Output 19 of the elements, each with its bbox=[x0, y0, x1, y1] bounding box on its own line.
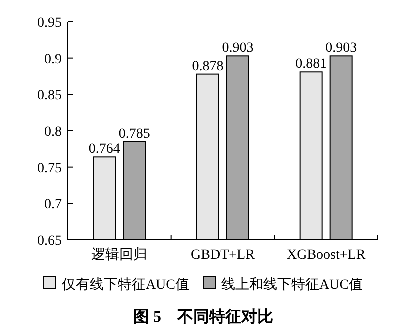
y-tick-label: 0.8 bbox=[44, 125, 62, 140]
data-label: 0.764 bbox=[88, 142, 120, 158]
data-label: 0.903 bbox=[222, 41, 254, 56]
y-tick-label: 0.65 bbox=[38, 234, 62, 249]
x-tick-label: XGBoost+LR bbox=[286, 248, 366, 263]
data-label: 0.881 bbox=[296, 57, 328, 72]
data-label: 0.903 bbox=[326, 41, 358, 56]
y-tick-label: 0.75 bbox=[38, 161, 62, 176]
y-tick-label: 0.85 bbox=[38, 88, 62, 104]
text: 图 5 不同特征对比 bbox=[134, 308, 274, 326]
y-tick-label: 0.9 bbox=[44, 52, 62, 68]
legend-label: 仅有线下特征AUC值 bbox=[62, 277, 190, 293]
y-tick-label: 0.7 bbox=[44, 198, 62, 213]
y-tick-label: 0.95 bbox=[38, 16, 62, 31]
legend-label: 线上和线下特征AUC值 bbox=[222, 277, 364, 293]
data-label: 0.785 bbox=[118, 126, 150, 142]
data-label: 0.878 bbox=[192, 59, 224, 74]
x-tick-label: 逻辑回归 bbox=[92, 247, 148, 263]
x-tick-label: GBDT+LR bbox=[191, 248, 256, 263]
